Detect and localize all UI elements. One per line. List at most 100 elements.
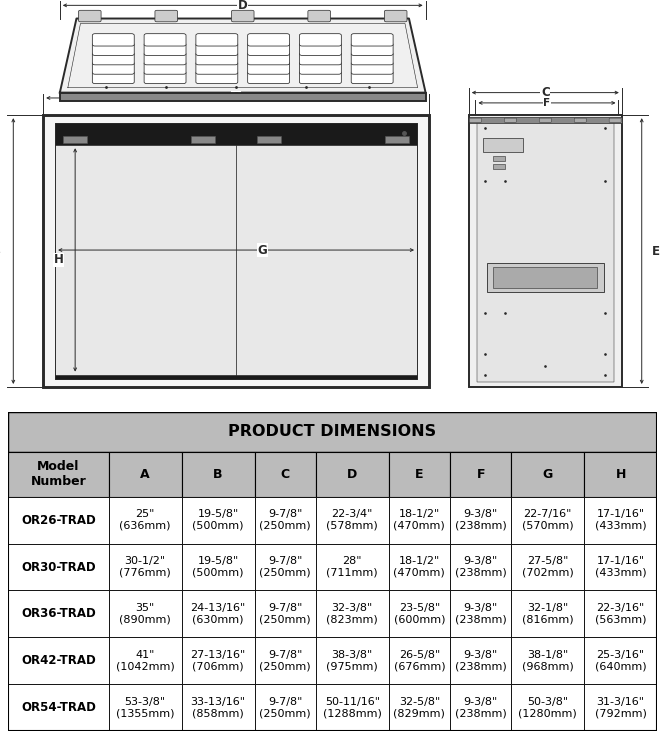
FancyBboxPatch shape bbox=[144, 71, 186, 84]
FancyBboxPatch shape bbox=[351, 62, 393, 74]
Text: OR42-TRAD: OR42-TRAD bbox=[21, 654, 96, 667]
Bar bbox=[511, 452, 584, 497]
FancyBboxPatch shape bbox=[299, 62, 341, 74]
Text: D: D bbox=[347, 468, 357, 481]
FancyBboxPatch shape bbox=[299, 34, 341, 46]
Bar bbox=[584, 452, 657, 497]
Text: OR30-TRAD: OR30-TRAD bbox=[21, 561, 96, 573]
Text: 27-13/16"
(706mm): 27-13/16" (706mm) bbox=[190, 650, 245, 672]
Bar bbox=[182, 544, 255, 590]
FancyBboxPatch shape bbox=[196, 71, 238, 84]
Bar bbox=[450, 590, 511, 637]
Text: 17-1/16"
(433mm): 17-1/16" (433mm) bbox=[595, 556, 646, 578]
Bar bbox=[8, 497, 109, 544]
Bar bbox=[477, 121, 614, 382]
FancyBboxPatch shape bbox=[351, 34, 393, 46]
FancyBboxPatch shape bbox=[247, 71, 289, 84]
FancyBboxPatch shape bbox=[144, 43, 186, 55]
Bar bbox=[109, 497, 182, 544]
Bar bbox=[316, 544, 388, 590]
Bar bbox=[584, 637, 657, 684]
Bar bbox=[316, 497, 388, 544]
Text: H: H bbox=[615, 468, 626, 481]
FancyBboxPatch shape bbox=[144, 52, 186, 65]
FancyBboxPatch shape bbox=[609, 118, 621, 122]
FancyBboxPatch shape bbox=[144, 34, 186, 46]
Text: 9-7/8"
(250mm): 9-7/8" (250mm) bbox=[259, 650, 311, 672]
Text: 28"
(711mm): 28" (711mm) bbox=[327, 556, 378, 578]
Text: 25"
(636mm): 25" (636mm) bbox=[120, 509, 171, 531]
Bar bbox=[388, 637, 450, 684]
Text: 9-7/8"
(250mm): 9-7/8" (250mm) bbox=[259, 603, 311, 625]
Bar bbox=[511, 590, 584, 637]
Bar bbox=[450, 452, 511, 497]
Text: 30-1/2"
(776mm): 30-1/2" (776mm) bbox=[119, 556, 171, 578]
Bar bbox=[316, 590, 388, 637]
Bar bbox=[182, 452, 255, 497]
Text: C: C bbox=[541, 86, 550, 99]
Bar bbox=[8, 544, 109, 590]
Text: C: C bbox=[281, 468, 290, 481]
Bar bbox=[8, 590, 109, 637]
FancyBboxPatch shape bbox=[469, 118, 481, 122]
Bar bbox=[109, 684, 182, 731]
Bar bbox=[469, 115, 622, 387]
Text: 9-3/8"
(238mm): 9-3/8" (238mm) bbox=[455, 697, 507, 719]
Bar bbox=[191, 136, 215, 143]
Bar bbox=[255, 637, 316, 684]
Bar bbox=[388, 684, 450, 731]
Bar bbox=[450, 544, 511, 590]
Bar bbox=[60, 93, 426, 101]
Text: 41"
(1042mm): 41" (1042mm) bbox=[116, 650, 175, 672]
Text: 32-1/8"
(816mm): 32-1/8" (816mm) bbox=[522, 603, 573, 625]
Text: 22-3/4"
(578mm): 22-3/4" (578mm) bbox=[327, 509, 378, 531]
FancyBboxPatch shape bbox=[351, 71, 393, 84]
Text: 23-5/8"
(600mm): 23-5/8" (600mm) bbox=[394, 603, 445, 625]
Bar bbox=[63, 136, 87, 143]
FancyBboxPatch shape bbox=[575, 118, 587, 122]
FancyBboxPatch shape bbox=[351, 43, 393, 55]
FancyBboxPatch shape bbox=[144, 62, 186, 74]
Text: 9-7/8"
(250mm): 9-7/8" (250mm) bbox=[259, 697, 311, 719]
Text: 22-7/16"
(570mm): 22-7/16" (570mm) bbox=[522, 509, 573, 531]
Bar bbox=[385, 136, 409, 143]
Text: Model
Number: Model Number bbox=[31, 460, 86, 488]
Bar bbox=[450, 684, 511, 731]
Text: E: E bbox=[652, 245, 660, 257]
Text: 9-3/8"
(238mm): 9-3/8" (238mm) bbox=[455, 650, 507, 672]
Bar bbox=[55, 375, 417, 379]
Bar bbox=[450, 637, 511, 684]
FancyBboxPatch shape bbox=[384, 10, 407, 22]
FancyBboxPatch shape bbox=[155, 10, 178, 22]
Text: D: D bbox=[238, 0, 247, 12]
Text: 50-3/8"
(1280mm): 50-3/8" (1280mm) bbox=[518, 697, 577, 719]
FancyBboxPatch shape bbox=[92, 52, 134, 65]
Bar bbox=[8, 412, 657, 452]
Bar bbox=[55, 123, 417, 146]
Text: OR36-TRAD: OR36-TRAD bbox=[21, 607, 96, 620]
Bar bbox=[584, 684, 657, 731]
FancyBboxPatch shape bbox=[231, 10, 254, 22]
Text: H: H bbox=[54, 254, 63, 266]
Text: A: A bbox=[231, 91, 241, 104]
Text: 26-5/8"
(676mm): 26-5/8" (676mm) bbox=[394, 650, 445, 672]
Bar bbox=[493, 164, 505, 169]
Text: 32-5/8"
(829mm): 32-5/8" (829mm) bbox=[394, 697, 446, 719]
FancyBboxPatch shape bbox=[247, 34, 289, 46]
Text: 25-3/16"
(640mm): 25-3/16" (640mm) bbox=[595, 650, 646, 672]
Text: 32-3/8"
(823mm): 32-3/8" (823mm) bbox=[327, 603, 378, 625]
Bar bbox=[450, 497, 511, 544]
Text: 18-1/2"
(470mm): 18-1/2" (470mm) bbox=[394, 509, 445, 531]
Text: 35"
(890mm): 35" (890mm) bbox=[119, 603, 171, 625]
Text: PRODUCT DIMENSIONS: PRODUCT DIMENSIONS bbox=[229, 424, 436, 440]
FancyBboxPatch shape bbox=[78, 10, 101, 22]
Bar bbox=[109, 637, 182, 684]
Bar bbox=[483, 138, 523, 152]
FancyBboxPatch shape bbox=[92, 62, 134, 74]
Bar bbox=[584, 590, 657, 637]
Text: 50-11/16"
(1288mm): 50-11/16" (1288mm) bbox=[323, 697, 382, 719]
Text: 9-3/8"
(238mm): 9-3/8" (238mm) bbox=[455, 603, 507, 625]
Bar bbox=[8, 452, 109, 497]
FancyBboxPatch shape bbox=[196, 43, 238, 55]
Text: B: B bbox=[0, 245, 1, 257]
